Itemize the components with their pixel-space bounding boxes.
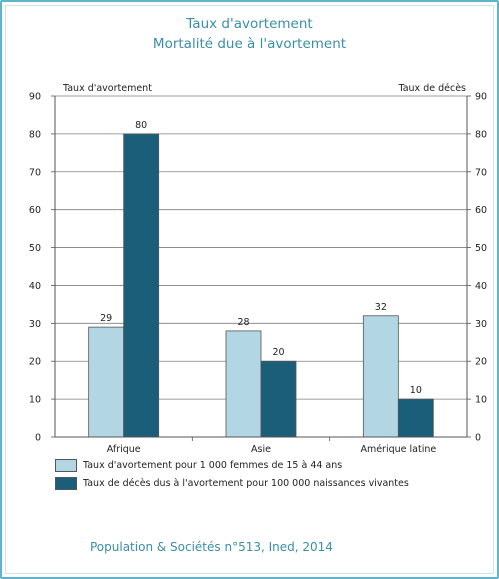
bar-1-1 <box>225 330 262 438</box>
y-tick-label-right: 30 <box>475 319 487 330</box>
bar-2-2 <box>397 398 434 438</box>
y-tick-label-left: 90 <box>29 92 41 103</box>
x-tick-label: Asie <box>251 444 271 455</box>
y-tick-label-left: 0 <box>35 433 41 444</box>
y-tick-label-left: 50 <box>29 243 41 254</box>
data-labels: 29 80 28 20 32 10 <box>100 120 422 396</box>
y-tick-label-right: 40 <box>475 281 487 292</box>
data-label: 32 <box>375 302 387 313</box>
y-tick-label-left: 60 <box>29 205 41 216</box>
bar-1-0 <box>88 326 125 438</box>
legend-swatch-series-2 <box>55 477 77 490</box>
y-tick-label-right: 10 <box>475 395 487 406</box>
bar-2-0 <box>123 133 160 438</box>
bar-2-1 <box>260 360 297 438</box>
data-label: 28 <box>237 317 249 328</box>
data-label: 29 <box>100 313 112 324</box>
y-tick-label-right: 70 <box>475 167 487 178</box>
y-tick-label-left: 10 <box>29 395 41 406</box>
y-tick-label-left: 30 <box>29 319 41 330</box>
axes: 0 0 10 10 20 20 30 30 40 40 50 50 60 60 70 70 80 80 90 90 Af… <box>29 92 487 456</box>
y-tick-label-right: 0 <box>475 433 481 444</box>
chart-title: Taux d'avortement <box>186 16 313 32</box>
x-tick-label: Amérique latine <box>360 444 436 455</box>
bar-1-2 <box>362 315 399 438</box>
source-note: Population & Sociétés n°513, Ined, 2014 <box>90 540 333 554</box>
y-tick-label-left: 80 <box>29 129 41 140</box>
data-label: 20 <box>272 347 284 358</box>
y-axis-label-right: Taux de décès <box>397 83 466 94</box>
chart-subtitle: Mortalité due à l'avortement <box>152 36 347 52</box>
y-tick-label-left: 20 <box>29 357 41 368</box>
x-tick-label: Afrique <box>107 444 141 455</box>
y-tick-label-right: 50 <box>475 243 487 254</box>
legend-label-series-1: Taux d'avortement pour 1 000 femmes de 1… <box>83 460 343 471</box>
bars <box>88 133 434 438</box>
y-tick-label-right: 60 <box>475 205 487 216</box>
y-tick-label-left: 40 <box>29 281 41 292</box>
legend-label-series-2: Taux de décès dus à l'avortement pour 10… <box>83 478 409 489</box>
y-tick-label-right: 20 <box>475 357 487 368</box>
y-tick-label-right: 80 <box>475 129 487 140</box>
y-axis-label-left: Taux d'avortement <box>62 83 152 94</box>
data-label: 80 <box>135 120 147 131</box>
data-label: 10 <box>410 385 422 396</box>
y-tick-label-left: 70 <box>29 167 41 178</box>
legend-swatch-series-1 <box>55 459 77 472</box>
chart-frame-inner <box>5 5 494 574</box>
y-tick-label-right: 90 <box>475 92 487 103</box>
